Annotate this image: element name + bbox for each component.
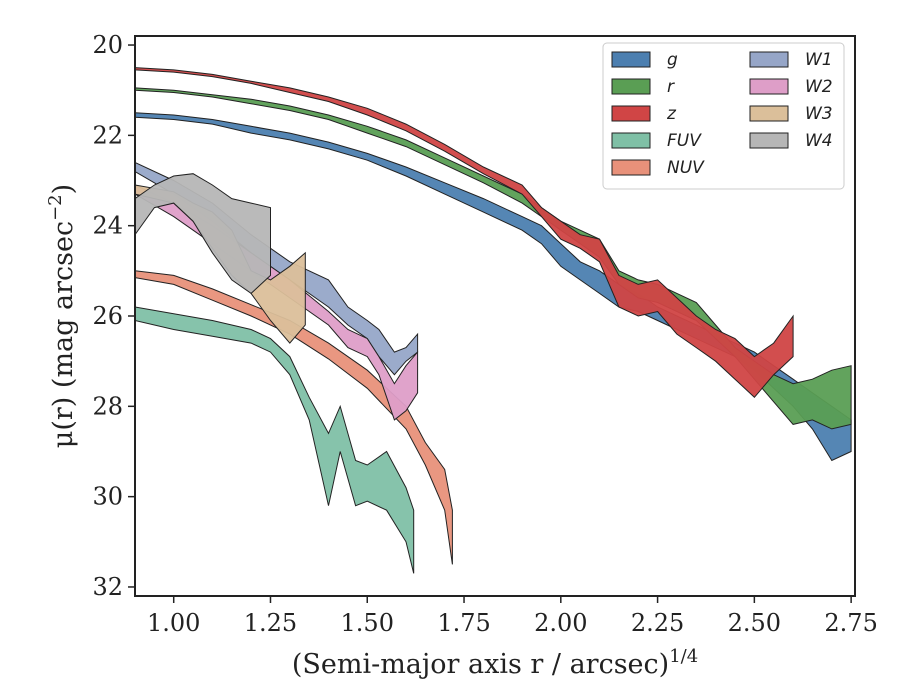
x-tick-label: 1.00 [147,609,200,637]
y-tick-label: 24 [92,212,123,240]
legend-swatch-fuv [611,132,651,149]
legend-label-w4: W4 [805,131,833,151]
x-tick-label: 1.75 [437,609,490,637]
y-tick-label: 22 [92,121,123,149]
legend-swatch-w1 [749,51,789,68]
legend-label-fuv: FUV [667,131,702,151]
x-tick-label: 2.25 [631,609,684,637]
x-axis-label: (Semi-major axis r / arcsec)1/4 [292,646,698,680]
legend-label-nuv: NUV [667,158,705,178]
band-layer [135,67,852,574]
legend-swatch-r [611,78,651,95]
y-tick-label: 32 [92,573,123,601]
legend-label-z: z [666,104,677,124]
y-tick-label: 20 [92,31,123,59]
x-tick-label: 1.25 [244,609,297,637]
legend: grz FUV NUV W1 W2 W3 W4 [602,42,845,190]
legend-swatch-w2 [749,78,789,95]
y-tick-label: 28 [92,392,123,420]
y-tick-label: 30 [92,483,123,511]
x-tick-label: 2.50 [728,609,781,637]
y-axis-label: μ(r) (mag arcsec−2) [45,184,79,448]
band-r [135,87,852,430]
y-tick-label: 26 [92,302,123,330]
legend-label-w2: W2 [805,77,833,97]
x-tick-label: 2.75 [824,609,877,637]
legend-label-r: r [667,77,675,97]
x-tick-label: 2.00 [534,609,587,637]
band-fuv [135,306,415,574]
legend-label-g: g [667,50,678,70]
x-tick-label: 1.50 [341,609,394,637]
legend-swatch-w4 [749,132,789,149]
legend-label-w3: W3 [805,104,833,124]
tick-layer: 1.00 1.25 1.50 1.75 2.00 2.25 2.50 2.75 20 22 24 26… [92,31,877,637]
legend-swatch-z [611,105,651,122]
legend-swatch-g [611,51,651,68]
legend-swatch-nuv [611,159,651,176]
band-g [135,112,852,462]
legend-label-w1: W1 [805,50,833,70]
legend-swatch-w3 [749,105,789,122]
band-z [135,67,794,399]
band-w4 [135,173,271,295]
